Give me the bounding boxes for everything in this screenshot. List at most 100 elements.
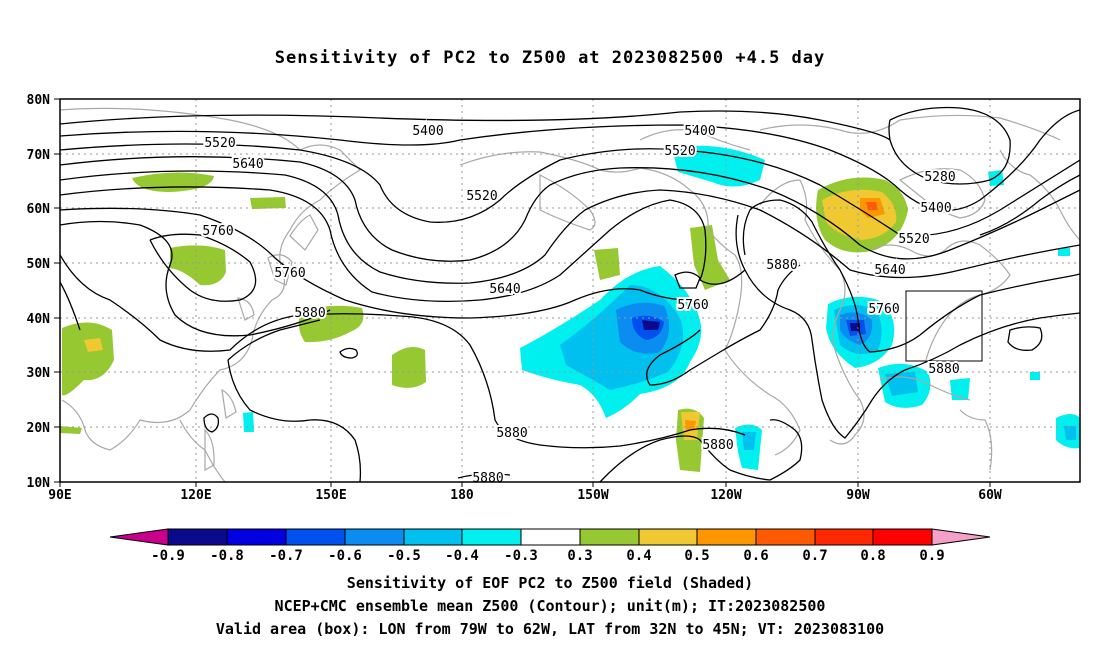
shade-cyan <box>243 412 254 432</box>
lon-label: 90E <box>48 488 71 503</box>
colorbar-label: -0.5 <box>387 548 421 564</box>
lon-labels: 90E 120E 150E 180 150W 120W 90W 60W <box>48 488 1002 503</box>
shade-green <box>392 346 426 388</box>
colorbar-cell <box>696 528 757 546</box>
colorbar-cell <box>461 528 522 546</box>
axis-ticks <box>54 98 991 487</box>
colorbar-label: 0.8 <box>860 548 885 564</box>
shade-green <box>250 197 286 209</box>
graticule <box>60 99 1080 482</box>
caption-line-3: Valid area (box): LON from 79W to 62W, L… <box>215 620 885 638</box>
shade-lightblue <box>1064 426 1076 440</box>
lat-labels: 80N 70N 60N 50N 40N 30N 20N 10N <box>27 93 51 491</box>
contour-label: 5520 <box>466 189 497 204</box>
shade-green <box>690 225 730 290</box>
contour-label: 5520 <box>204 136 235 151</box>
shade-green <box>132 172 214 192</box>
shade-lightblue <box>742 432 756 450</box>
lat-label: 10N <box>27 476 51 491</box>
contour-label: 5880 <box>928 362 959 377</box>
colorbar-label: -0.3 <box>504 548 538 564</box>
colorbar-label: 0.6 <box>743 548 768 564</box>
colorbar-label: 0.5 <box>684 548 709 564</box>
caption-line-2: NCEP+CMC ensemble mean Z500 (Contour); u… <box>274 597 826 615</box>
contour-label: 5640 <box>489 282 520 297</box>
colorbar-right-tip <box>931 528 991 546</box>
contour-label: 5760 <box>868 302 899 317</box>
contour-label: 5880 <box>702 438 733 453</box>
lon-label: 150E <box>315 488 346 503</box>
shade-yellow <box>84 338 103 352</box>
contour-label: 5520 <box>898 232 929 247</box>
shade-cyan <box>1058 248 1070 256</box>
sensitivity-map: 5520 5640 5760 5760 5880 5400 5520 5640 … <box>27 93 1081 564</box>
contour-label: 5280 <box>924 170 955 185</box>
colorbar-label: -0.6 <box>328 548 362 564</box>
colorbar-cell <box>226 528 287 546</box>
lat-label: 80N <box>27 93 51 108</box>
coastlines <box>60 107 1080 482</box>
contour-label: 5880 <box>472 471 503 486</box>
shade-green <box>594 248 620 280</box>
lat-label: 20N <box>27 421 51 436</box>
lat-label: 70N <box>27 148 51 163</box>
shade-cyan <box>950 378 970 400</box>
shade-navy <box>642 320 660 330</box>
colorbar-left-tip <box>109 528 169 546</box>
colorbar-cell <box>285 528 346 546</box>
colorbar-cell <box>344 528 405 546</box>
contour-label: 5880 <box>294 306 325 321</box>
lon-label: 180 <box>450 488 474 503</box>
map-title: Sensitivity of PC2 to Z500 at 2023082500… <box>274 48 826 68</box>
colorbar-labels: -0.9 -0.8 -0.7 -0.6 -0.5 -0.4 -0.3 0.3 0… <box>151 548 945 564</box>
contour-label: 5760 <box>274 266 305 281</box>
lon-label: 150W <box>577 488 608 503</box>
lon-label: 90W <box>846 488 870 503</box>
colorbar-label: -0.9 <box>151 548 185 564</box>
colorbar-label: 0.7 <box>802 548 827 564</box>
shaded-sensitivity <box>60 145 1080 472</box>
colorbar-label: -0.7 <box>269 548 303 564</box>
valid-area-box <box>905 290 983 362</box>
colorbar-cell <box>872 528 933 546</box>
colorbar-cell <box>755 528 816 546</box>
z500-contours <box>60 106 1080 482</box>
contour-label: 5400 <box>412 124 443 139</box>
contour-label: 5760 <box>677 298 708 313</box>
colorbar-cell <box>638 528 698 546</box>
shade-green <box>60 426 82 434</box>
contour-label: 5640 <box>874 263 905 278</box>
shade-orange <box>685 420 696 430</box>
shade-red <box>866 202 878 210</box>
contour-label: 5640 <box>232 157 263 172</box>
lon-label: 120E <box>180 488 211 503</box>
colorbar-label: 0.3 <box>567 548 592 564</box>
colorbar-cell <box>814 528 874 546</box>
shade-cyan <box>672 145 765 187</box>
colorbar-label: -0.8 <box>210 548 244 564</box>
contour-label: 5880 <box>766 258 797 273</box>
lat-label: 30N <box>27 366 51 381</box>
lat-label: 60N <box>27 202 51 217</box>
lat-label: 50N <box>27 257 51 272</box>
map-frame <box>59 98 1081 483</box>
colorbar-cell <box>520 528 581 546</box>
caption-line-1: Sensitivity of EOF PC2 to Z500 field (Sh… <box>346 574 754 592</box>
colorbar-label: 0.4 <box>626 548 651 564</box>
lon-label: 120W <box>710 488 741 503</box>
colorbar <box>109 528 991 546</box>
colorbar-label: -0.4 <box>445 548 479 564</box>
lat-label: 40N <box>27 312 51 327</box>
contour-label: 5400 <box>684 124 715 139</box>
contour-label: 5520 <box>664 144 695 159</box>
contour-label-group: 5520 5640 5760 5760 5880 5400 5520 5640 … <box>200 122 961 488</box>
lon-label: 60W <box>978 488 1002 503</box>
contour-label: 5880 <box>496 426 527 441</box>
colorbar-cell <box>403 528 463 546</box>
shade-green <box>62 322 114 396</box>
colorbar-cell <box>579 528 640 546</box>
colorbar-label: 0.9 <box>919 548 944 564</box>
contour-label: 5760 <box>202 224 233 239</box>
shade-cyan <box>1030 372 1040 380</box>
colorbar-cell <box>167 528 228 546</box>
